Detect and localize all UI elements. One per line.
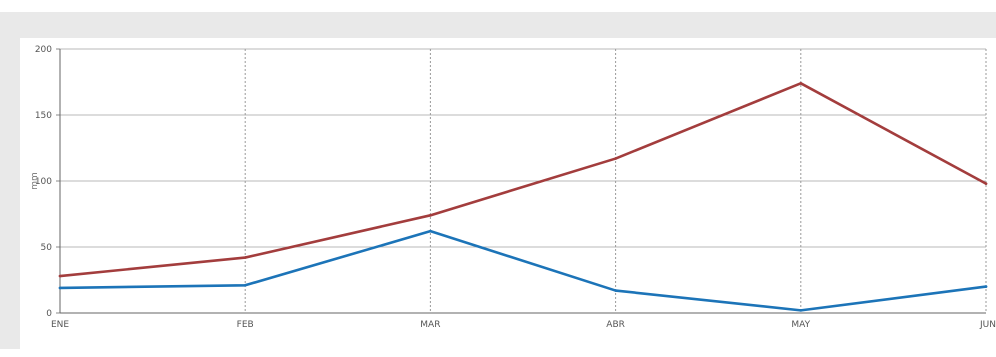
- grid-lines: [60, 48, 987, 313]
- y-axis-label: mm: [30, 172, 40, 190]
- data-point: [243, 283, 247, 287]
- data-point: [799, 82, 803, 85]
- x-tick-label: JUN: [979, 320, 996, 330]
- data-point: [58, 274, 62, 278]
- x-tick-label: MAY: [791, 320, 810, 330]
- data-point: [243, 256, 247, 259]
- series-line-2: [58, 229, 988, 312]
- y-tick-label: 0: [46, 309, 52, 319]
- x-tick-label: ENE: [51, 320, 69, 330]
- data-point: [984, 182, 988, 185]
- axes: [56, 48, 986, 314]
- y-tick-label: 50: [41, 243, 53, 253]
- data-point: [614, 289, 617, 292]
- series-line-1: [58, 82, 988, 278]
- data-point: [58, 286, 62, 290]
- y-tick-label: 100: [35, 177, 52, 187]
- y-tick-label: 200: [35, 45, 52, 55]
- x-tick-label: ABR: [606, 320, 625, 330]
- series-lines: [58, 82, 988, 312]
- x-tick-label: FEB: [237, 320, 254, 330]
- data-point: [614, 157, 617, 160]
- data-point: [984, 285, 988, 288]
- y-tick-label: 150: [35, 111, 52, 121]
- tick-labels: 0 50 100 150 200 ENE FEB MAR ABR MAY JUN: [35, 45, 996, 330]
- chart-panel: [20, 38, 996, 349]
- data-point: [429, 214, 432, 217]
- x-tick-label: MAR: [420, 320, 440, 330]
- data-point: [799, 309, 803, 312]
- data-point: [429, 229, 432, 233]
